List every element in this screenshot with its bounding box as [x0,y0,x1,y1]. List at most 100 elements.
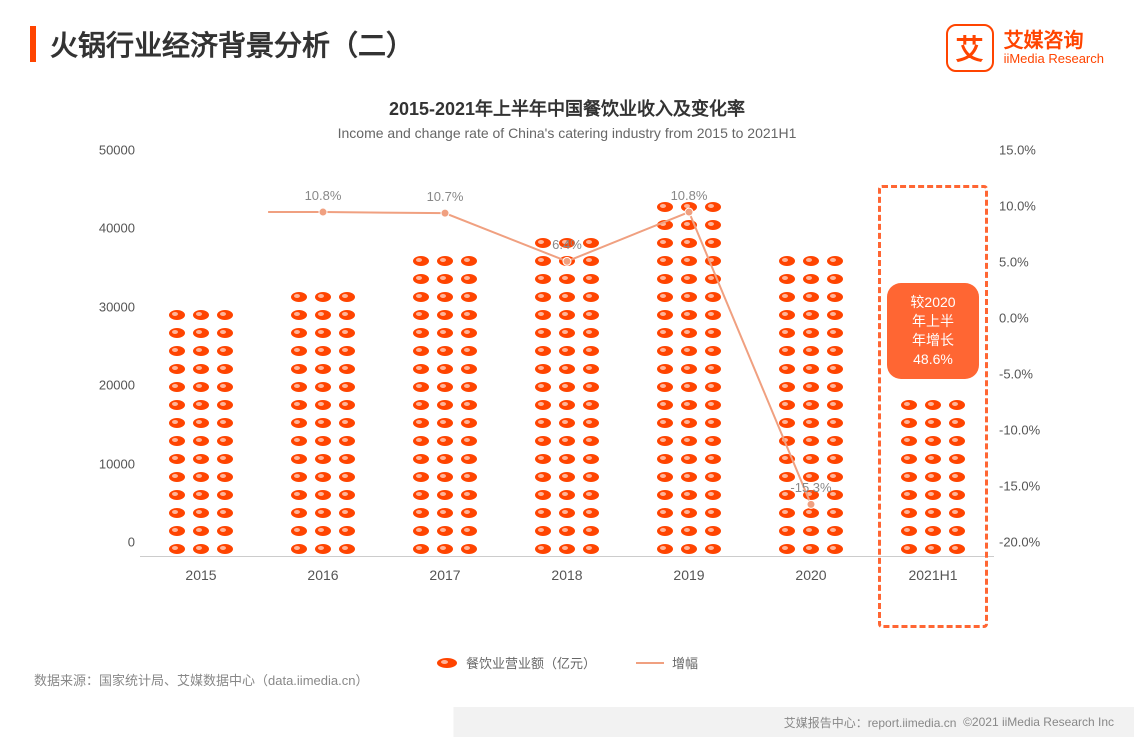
coin-icon [826,489,844,501]
coin-icon [656,471,674,483]
bars-row: 3231020153579920163964420174217620184672… [140,165,994,557]
coin-icon [826,525,844,537]
coin-icon [534,255,552,267]
coin-icon [680,345,698,357]
coin-row [410,523,481,539]
coin-row [654,307,725,323]
coin-icon [778,543,796,555]
coin-icon [460,471,478,483]
coin-icon [778,345,796,357]
coin-icon [826,255,844,267]
coin-icon [558,489,576,501]
coin-icon [412,381,430,393]
coin-row [776,289,847,305]
coin-icon [290,471,308,483]
coin-icon [168,363,186,375]
coin-row [654,415,725,431]
x-category-label: 2018 [506,567,628,583]
coin-icon [314,381,332,393]
coin-icon [192,507,210,519]
coin-icon [314,543,332,555]
coin-icon [290,417,308,429]
coin-icon [192,543,210,555]
coin-icon [680,381,698,393]
coin-icon [534,327,552,339]
coin-row [532,253,603,269]
coin-icon [802,399,820,411]
bar-slot: 323102015 [140,165,262,557]
header: 火锅行业经济背景分析（二） 艾 艾媒咨询 iiMedia Research [30,24,1104,72]
coin-row [166,541,237,557]
chart-title-en: Income and change rate of China's cateri… [70,125,1064,141]
coin-icon [778,309,796,321]
y1-axis: 01000020000300004000050000 [80,165,135,557]
coin-icon [778,453,796,465]
coin-icon [656,363,674,375]
coin-icon [314,507,332,519]
coin-icon [802,453,820,465]
coin-row [410,361,481,377]
coin-icon [826,471,844,483]
coin-row [654,451,725,467]
coin-icon [436,543,454,555]
coin-icon [802,435,820,447]
coin-row [532,433,603,449]
coin-icon [412,453,430,465]
y1-tick: 50000 [80,143,135,158]
coin-row [654,361,725,377]
coin-icon [558,273,576,285]
coin-icon [192,345,210,357]
coin-row [410,307,481,323]
coin-icon [290,291,308,303]
coin-icon [192,489,210,501]
coin-icon [656,327,674,339]
coin-icon [168,345,186,357]
coin-icon [216,453,234,465]
coin-row [410,379,481,395]
page-title: 火锅行业经济背景分析（二） [50,24,414,64]
coin-icon [558,543,576,555]
annotation-line: 年增长 [897,331,969,350]
y2-tick: -10.0% [999,423,1059,438]
coin-icon [704,435,722,447]
coin-icon [216,327,234,339]
coin-icon [460,507,478,519]
coin-icon [778,255,796,267]
coin-icon [534,453,552,465]
coin-icon [338,435,356,447]
coin-icon [582,363,600,375]
coin-row [532,307,603,323]
coin-icon [582,453,600,465]
x-category-label: 2016 [262,567,384,583]
coin-icon [290,543,308,555]
annotation-bubble: 较2020年上半年增长48.6% [887,283,979,379]
coin-icon [704,237,722,249]
coin-icon [582,309,600,321]
coin-icon [412,363,430,375]
coin-row [288,487,359,503]
coin-icon [412,471,430,483]
coin-row [776,397,847,413]
coin-icon [558,345,576,357]
coin-row [410,433,481,449]
coin-icon [338,399,356,411]
coin-icon [314,363,332,375]
y1-tick: 20000 [80,378,135,393]
coin-icon [436,381,454,393]
coin-icon [558,381,576,393]
coin-icon [314,309,332,321]
coin-row [288,523,359,539]
coin-icon [534,489,552,501]
legend-line: 增幅 [636,653,698,672]
coin-icon [460,543,478,555]
coin-icon [802,255,820,267]
coin-icon [802,507,820,519]
coin-row [288,343,359,359]
coin-icon [290,345,308,357]
coin-icon [656,255,674,267]
coin-row [654,253,725,269]
legend-line-label: 增幅 [672,653,698,672]
coin-icon [704,363,722,375]
coin-icon [704,327,722,339]
coin-icon [778,273,796,285]
